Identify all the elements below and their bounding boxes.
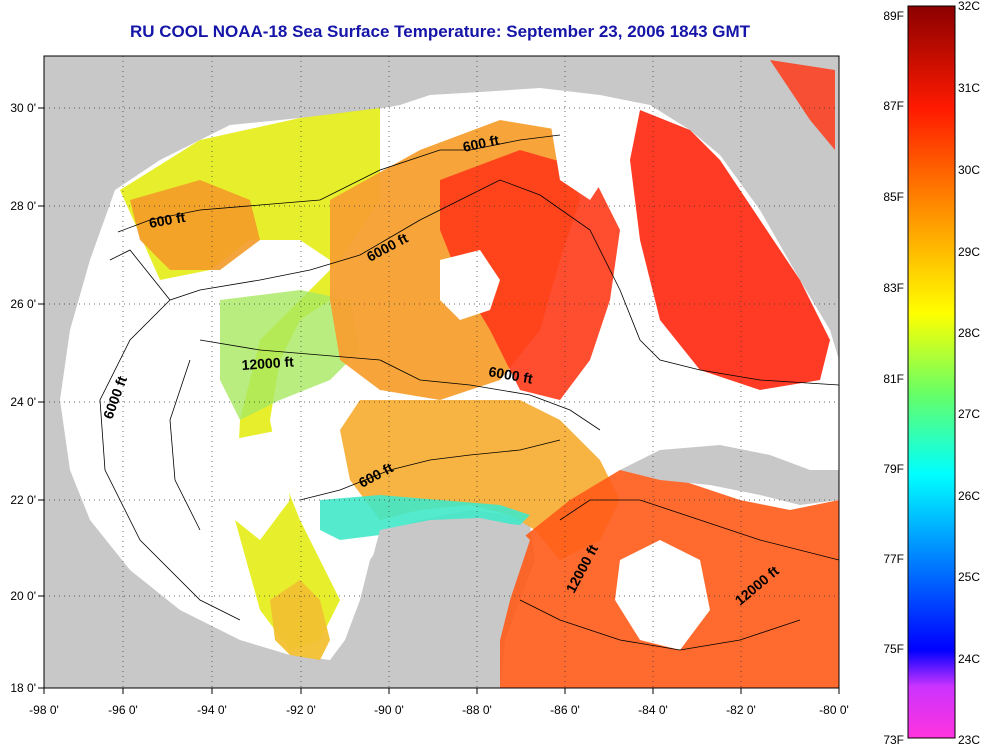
colorbar-f-label: 73F (883, 733, 904, 747)
x-tick-label: -94 0' (197, 703, 227, 717)
sst-green-central (220, 290, 360, 420)
x-tick-label: -96 0' (108, 703, 138, 717)
contour-caribbean (519, 499, 839, 651)
y-tick-label: 30 0' (10, 101, 36, 115)
y-tick-label: 18 0' (10, 681, 36, 695)
colorbar-f-label: 83F (883, 281, 904, 295)
cloud-patch-4 (230, 430, 290, 540)
map-frame (43, 55, 840, 689)
colorbar-gradient-bar (907, 5, 956, 739)
cloud-patch-5 (625, 370, 670, 440)
contour-label-600ft-north: 600 ft (461, 132, 500, 155)
y-tick-label: 22 0' (10, 493, 36, 507)
colorbar-c-label: 30C (958, 163, 980, 177)
map-tick-marks (38, 107, 840, 694)
map-panel: 600 ft 600 ft 600 ft 6000 ft 6000 ft 600… (44, 56, 839, 688)
colorbar-c-label: 29C (958, 245, 980, 259)
colorbar-f-label: 89F (883, 9, 904, 23)
florida-warm-patch (770, 60, 835, 150)
colorbar-f-label: 87F (883, 99, 904, 113)
y-tick-label: 20 0' (10, 589, 36, 603)
colorbar-c-label: 32C (958, 0, 980, 13)
x-tick-label: -98 0' (29, 703, 59, 717)
colorbar-c-label: 28C (958, 326, 980, 340)
colorbar-celsius-labels: 32C 31C 30C 29C 28C 27C 26C 25C 24C 23C (958, 0, 980, 747)
sst-cyan-yucatan-coast (320, 495, 530, 540)
x-axis-labels: -98 0' -96 0' -94 0' -92 0' -90 0' -88 0… (29, 703, 849, 717)
y-axis-labels: 30 0' 28 0' 26 0' 24 0' 22 0' 20 0' 18 0… (10, 101, 36, 695)
contour-label-600ft-west: 600 ft (148, 209, 187, 231)
x-tick-label: -90 0' (374, 703, 404, 717)
contour-6000ft (99, 179, 839, 621)
sst-red-loop-current (440, 150, 620, 400)
map-title: RU COOL NOAA-18 Sea Surface Temperature:… (129, 22, 751, 41)
x-tick-label: -84 0' (638, 703, 668, 717)
y-tick-label: 26 0' (10, 297, 36, 311)
colorbar-c-label: 23C (958, 733, 980, 747)
yucatan-landmass (340, 518, 530, 688)
colorbar: 89F 87F 85F 83F 81F 79F 77F 75F 73F 32C … (883, 0, 980, 747)
colorbar-f-label: 75F (883, 642, 904, 656)
colorbar-c-label: 25C (958, 570, 980, 584)
sst-orange-bay-campeche (270, 580, 330, 660)
x-tick-label: -92 0' (286, 703, 316, 717)
colorbar-c-label: 27C (958, 407, 980, 421)
contour-label-6000ft-central: 6000 ft (487, 363, 534, 387)
map-grid (44, 56, 839, 688)
colorbar-f-label: 81F (883, 372, 904, 386)
y-tick-label: 24 0' (10, 395, 36, 409)
cloud-patch-1 (440, 250, 500, 320)
colorbar-f-label: 85F (883, 190, 904, 204)
sst-orange-northwest (130, 180, 260, 270)
contour-600ft (117, 134, 561, 501)
depth-contours (99, 134, 839, 651)
colorbar-c-label: 26C (958, 489, 980, 503)
colorbar-fahrenheit-labels: 89F 87F 85F 83F 81F 79F 77F 75F 73F (883, 9, 904, 747)
x-tick-label: -88 0' (462, 703, 492, 717)
colorbar-f-label: 79F (883, 462, 904, 476)
x-tick-label: -86 0' (550, 703, 580, 717)
x-tick-label: -80 0' (819, 703, 849, 717)
colorbar-c-label: 31C (958, 81, 980, 95)
contour-label-12000ft-central: 12000 ft (241, 353, 294, 373)
sst-red-florida-shelf (630, 110, 830, 390)
cloud-patch-2 (615, 540, 710, 650)
cuba-landmass (620, 445, 839, 505)
colorbar-c-label: 24C (958, 652, 980, 666)
colorbar-f-label: 77F (883, 552, 904, 566)
contour-12000ft (169, 339, 601, 531)
y-tick-label: 28 0' (10, 199, 36, 213)
x-tick-label: -82 0' (726, 703, 756, 717)
